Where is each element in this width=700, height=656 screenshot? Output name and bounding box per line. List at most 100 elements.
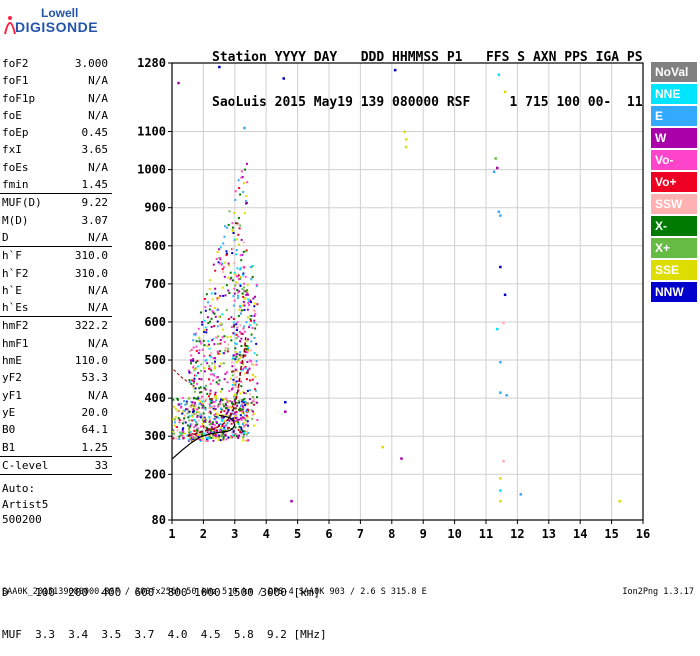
echo-point xyxy=(214,418,217,421)
hdr-value: 2015 xyxy=(274,95,306,110)
echo-point xyxy=(229,278,232,281)
echo-point xyxy=(222,242,225,245)
echo-point xyxy=(253,321,256,324)
echo-point xyxy=(235,355,238,358)
echo-point xyxy=(233,400,236,403)
echo-point xyxy=(240,369,243,372)
echo-point xyxy=(253,424,256,427)
echo-point xyxy=(236,404,239,407)
echo-point xyxy=(183,414,186,417)
param-value: 64.1 xyxy=(81,423,109,437)
echo-point xyxy=(240,170,243,173)
legend-item-sse: SSE xyxy=(651,260,697,280)
muf-value: 3.4 xyxy=(68,628,89,641)
echo-point xyxy=(209,304,212,307)
echo-point xyxy=(210,436,213,439)
echo-point xyxy=(216,309,219,312)
echo-point xyxy=(185,402,188,405)
echo-point xyxy=(495,327,499,331)
echo-point xyxy=(213,306,216,309)
echo-point xyxy=(190,359,193,362)
param-label: foF1p xyxy=(2,91,36,105)
param-value: 20.0 xyxy=(81,405,109,419)
echo-point xyxy=(204,427,207,430)
echo-point xyxy=(243,366,246,369)
echo-point xyxy=(214,269,217,272)
echo-point xyxy=(203,417,206,420)
echo-point xyxy=(215,422,218,425)
echo-point xyxy=(197,430,200,433)
echo-point xyxy=(209,279,212,282)
echo-point xyxy=(213,413,216,416)
echo-point xyxy=(234,385,237,388)
echo-point xyxy=(241,288,244,291)
echo-point xyxy=(200,369,203,372)
echo-point xyxy=(233,394,236,397)
legend-item-x: X+ xyxy=(651,238,697,258)
echo-point xyxy=(188,429,191,432)
echo-point xyxy=(196,415,199,418)
echo-point xyxy=(216,342,219,345)
echo-point xyxy=(243,282,246,285)
scaled-parameters-panel: foF2 3.000 foF1 N/A foF1p N/A foE N/A foEp 0.45 fx… xyxy=(0,55,112,476)
echo-point xyxy=(225,250,228,253)
echo-point xyxy=(192,408,195,411)
echo-point xyxy=(229,377,232,380)
echo-point xyxy=(201,320,204,323)
echo-point xyxy=(233,271,236,274)
echo-point xyxy=(239,431,242,434)
echo-point xyxy=(234,273,237,276)
echo-point xyxy=(233,398,236,401)
echo-point xyxy=(240,408,243,411)
echo-point xyxy=(242,423,245,426)
echo-point xyxy=(206,316,209,319)
station-header: Station YYYY DAY DDD HHMMSS P1 FFS S AXN… xyxy=(212,20,643,125)
echo-point xyxy=(205,293,208,296)
echo-point xyxy=(187,439,190,442)
echo-point xyxy=(211,423,214,426)
echo-point xyxy=(248,304,251,307)
echo-point xyxy=(242,411,245,414)
echo-point xyxy=(226,399,229,402)
echo-point xyxy=(236,289,239,292)
echo-point xyxy=(218,296,221,299)
hdr-label: IGA xyxy=(595,50,620,65)
echo-point xyxy=(232,429,235,432)
echo-point xyxy=(209,400,212,403)
echo-point xyxy=(232,212,235,215)
echo-point xyxy=(239,193,242,196)
echo-point xyxy=(242,363,245,366)
echo-point xyxy=(234,411,237,414)
hdr-label: PPS xyxy=(564,50,588,65)
echo-point xyxy=(203,330,206,333)
echo-point xyxy=(208,416,211,419)
echo-point xyxy=(242,430,245,433)
echo-point xyxy=(242,250,245,253)
echo-point xyxy=(194,404,197,407)
echo-point xyxy=(225,413,228,416)
echo-point xyxy=(207,322,210,325)
echo-point xyxy=(209,412,212,415)
echo-point xyxy=(227,318,230,321)
echo-point xyxy=(239,417,242,420)
echo-point xyxy=(239,311,242,314)
echo-point xyxy=(199,438,202,441)
echo-point xyxy=(223,335,226,338)
echo-point xyxy=(247,348,250,351)
echo-point xyxy=(216,350,219,353)
echo-point xyxy=(194,430,197,433)
echo-point xyxy=(223,352,226,355)
echo-point xyxy=(203,418,206,421)
echo-point xyxy=(197,327,200,330)
param-label: foEp xyxy=(2,126,29,140)
echo-point xyxy=(226,401,229,404)
echo-point xyxy=(225,254,228,257)
echo-point xyxy=(242,295,245,298)
echo-point xyxy=(237,408,240,411)
hdr-label: DAY xyxy=(313,50,338,65)
echo-point xyxy=(217,383,220,386)
echo-point xyxy=(218,315,221,318)
echo-point xyxy=(192,358,195,361)
echo-point xyxy=(244,392,247,395)
echo-point xyxy=(218,435,221,438)
